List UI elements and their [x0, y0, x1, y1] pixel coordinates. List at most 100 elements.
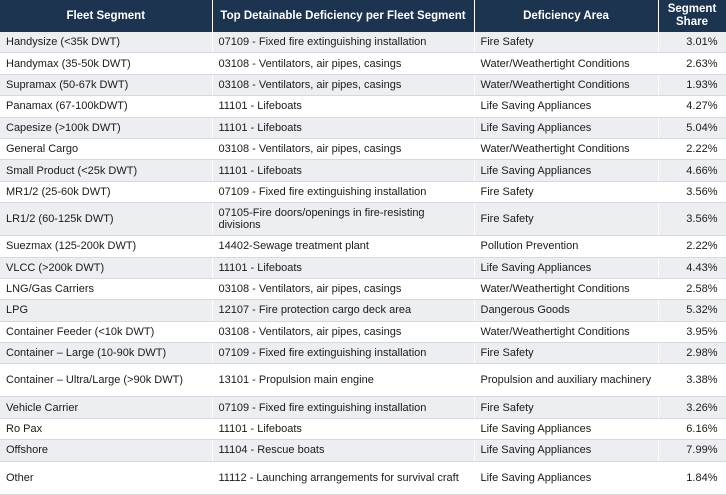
- deficiency: 11101 - Lifeboats: [212, 418, 475, 441]
- fleet-segment: Offshore: [0, 439, 213, 462]
- deficiency: 07109 - Fixed fire extinguishing install…: [212, 342, 475, 365]
- segment-share: 2.22%: [658, 138, 726, 161]
- deficiency-area: Dangerous Goods: [474, 299, 659, 322]
- table-row: Supramax (50-67k DWT) 03108 - Ventilators…: [0, 74, 726, 97]
- deficiency-area: Fire Safety: [474, 396, 659, 419]
- fleet-segment: Handysize (<35k DWT): [0, 32, 213, 54]
- deficiency: 11101 - Lifeboats: [212, 159, 475, 182]
- table-row: Handymax (35-50k DWT) 03108 - Ventilators…: [0, 52, 726, 75]
- segment-share: 3.01%: [658, 32, 726, 54]
- segment-share: 3.56%: [658, 202, 726, 237]
- deficiency: 07109 - Fixed fire extinguishing install…: [212, 181, 475, 204]
- table-row: Container – Ultra/Large (>90k DWT) 13101 …: [0, 363, 726, 398]
- segment-share: 3.95%: [658, 321, 726, 344]
- segment-share: 1.93%: [658, 74, 726, 97]
- deficiency-area: Fire Safety: [474, 342, 659, 365]
- header-cell: Segment Share: [658, 0, 726, 32]
- table-row: Other 11112 - Launching arrangements for …: [0, 461, 726, 495]
- deficiency: 11112 - Launching arrangements for survi…: [212, 461, 475, 495]
- fleet-segment: Container – Ultra/Large (>90k DWT): [0, 363, 213, 398]
- segment-share: 3.26%: [658, 396, 726, 419]
- deficiency: 03108 - Ventilators, air pipes, casings: [212, 278, 475, 301]
- table-row: Capesize (>100k DWT) 11101 - Lifeboats Lif…: [0, 117, 726, 139]
- table-row: LNG/Gas Carriers 03108 - Ventilators, air…: [0, 278, 726, 301]
- deficiency: 14402-Sewage treatment plant: [212, 235, 475, 258]
- deficiency: 07109 - Fixed fire extinguishing install…: [212, 32, 475, 54]
- fleet-segment: LR1/2 (60-125k DWT): [0, 202, 213, 237]
- fleet-segment: Capesize (>100k DWT): [0, 117, 213, 139]
- fleet-segment: Handymax (35-50k DWT): [0, 52, 213, 75]
- table-row: General Cargo 03108 - Ventilators, air pi…: [0, 138, 726, 161]
- deficiency: 03108 - Ventilators, air pipes, casings: [212, 52, 475, 75]
- segment-share: 7.99%: [658, 439, 726, 462]
- table-row: LPG 12107 - Fire protection cargo deck ar…: [0, 299, 726, 322]
- fleet-segment: Suezmax (125-200k DWT): [0, 235, 213, 258]
- deficiency-area: Life Saving Appliances: [474, 257, 659, 279]
- fleet-segment: VLCC (>200k DWT): [0, 257, 213, 279]
- table-row: MR1/2 (25-60k DWT) 07109 - Fixed fire ext…: [0, 181, 726, 204]
- fleet-segment: MR1/2 (25-60k DWT): [0, 181, 213, 204]
- deficiency: 11101 - Lifeboats: [212, 257, 475, 279]
- table-row: Panamax (67-100kDWT) 11101 - Lifeboats Lif…: [0, 95, 726, 118]
- table-row: Container – Large (10-90k DWT) 07109 - Fi…: [0, 342, 726, 365]
- fleet-segment: LNG/Gas Carriers: [0, 278, 213, 301]
- deficiency-area: Water/Weathertight Conditions: [474, 138, 659, 161]
- header-cell: Fleet Segment: [0, 0, 213, 32]
- deficiency-area: Life Saving Appliances: [474, 418, 659, 441]
- header-cell: Deficiency Area: [474, 0, 659, 32]
- fleet-segment: Ro Pax: [0, 418, 213, 441]
- segment-share: 4.27%: [658, 95, 726, 118]
- segment-share: 3.38%: [658, 363, 726, 398]
- deficiency: 11101 - Lifeboats: [212, 117, 475, 139]
- deficiency: 07105-Fire doors/openings in fire-resist…: [212, 202, 475, 237]
- fleet-segment: Supramax (50-67k DWT): [0, 74, 213, 97]
- fleet-segment: Vehicle Carrier: [0, 396, 213, 419]
- table-row: VLCC (>200k DWT) 11101 - Lifeboats Life Sa…: [0, 257, 726, 279]
- deficiency-area: Life Saving Appliances: [474, 159, 659, 182]
- segment-share: 2.58%: [658, 278, 726, 301]
- deficiency: 12107 - Fire protection cargo deck area: [212, 299, 475, 322]
- header-cell: Top Detainable Deficiency per Fleet Segm…: [212, 0, 475, 32]
- fleet-segment: Panamax (67-100kDWT): [0, 95, 213, 118]
- deficiency-area: Life Saving Appliances: [474, 117, 659, 139]
- deficiency: 11101 - Lifeboats: [212, 95, 475, 118]
- table-body: Handysize (<35k DWT) 07109 - Fixed fire e…: [0, 32, 726, 495]
- segment-share: 5.32%: [658, 299, 726, 322]
- segment-share: 2.98%: [658, 342, 726, 365]
- deficiency-area: Fire Safety: [474, 202, 659, 237]
- segment-share: 2.22%: [658, 235, 726, 258]
- deficiency-area: Water/Weathertight Conditions: [474, 74, 659, 97]
- header-row: Fleet Segment Top Detainable Deficiency p…: [0, 0, 726, 32]
- deficiency-area: Propulsion and auxiliary machinery: [474, 363, 659, 398]
- deficiency-area: Life Saving Appliances: [474, 461, 659, 495]
- segment-share: 6.16%: [658, 418, 726, 441]
- deficiency: 11104 - Rescue boats: [212, 439, 475, 462]
- table-row: Container Feeder (<10k DWT) 03108 - Venti…: [0, 321, 726, 344]
- fleet-segment: General Cargo: [0, 138, 213, 161]
- table-row: Vehicle Carrier 07109 - Fixed fire exting…: [0, 396, 726, 419]
- segment-share: 4.43%: [658, 257, 726, 279]
- table-row: LR1/2 (60-125k DWT) 07105-Fire doors/open…: [0, 202, 726, 237]
- deficiency-area: Water/Weathertight Conditions: [474, 278, 659, 301]
- table-row: Ro Pax 11101 - Lifeboats Life Saving Appli…: [0, 418, 726, 441]
- deficiency: 13101 - Propulsion main engine: [212, 363, 475, 398]
- deficiency: 03108 - Ventilators, air pipes, casings: [212, 74, 475, 97]
- segment-share: 3.56%: [658, 181, 726, 204]
- segment-share: 5.04%: [658, 117, 726, 139]
- fleet-segment: Small Product (<25k DWT): [0, 159, 213, 182]
- table-row: Small Product (<25k DWT) 11101 - Lifeboat…: [0, 159, 726, 182]
- segment-share: 1.84%: [658, 461, 726, 495]
- deficiency-area: Life Saving Appliances: [474, 439, 659, 462]
- deficiency-area: Water/Weathertight Conditions: [474, 321, 659, 344]
- fleet-segment: Container – Large (10-90k DWT): [0, 342, 213, 365]
- deficiency-area: Fire Safety: [474, 32, 659, 54]
- fleet-segment: Container Feeder (<10k DWT): [0, 321, 213, 344]
- segment-share: 2.63%: [658, 52, 726, 75]
- deficiency: 03108 - Ventilators, air pipes, casings: [212, 138, 475, 161]
- table-row: Suezmax (125-200k DWT) 14402-Sewage treat…: [0, 235, 726, 258]
- deficiency: 07109 - Fixed fire extinguishing install…: [212, 396, 475, 419]
- deficiency-area: Pollution Prevention: [474, 235, 659, 258]
- fleet-segment: LPG: [0, 299, 213, 322]
- deficiency-area: Life Saving Appliances: [474, 95, 659, 118]
